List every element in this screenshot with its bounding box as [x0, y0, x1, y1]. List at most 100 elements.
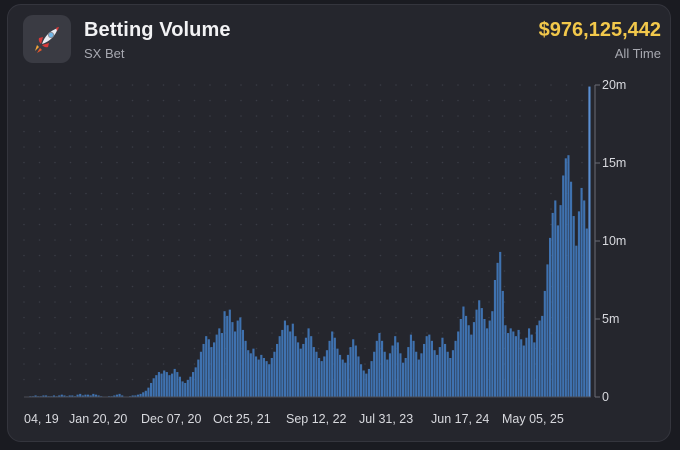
bar — [84, 394, 87, 397]
bar — [147, 387, 150, 397]
bar — [577, 211, 581, 397]
bar — [520, 339, 523, 397]
bar — [533, 342, 536, 397]
bar — [210, 347, 213, 397]
bar — [34, 395, 37, 397]
bar — [207, 339, 210, 397]
bar — [501, 290, 504, 397]
bar — [270, 358, 273, 397]
logo-tile — [23, 15, 71, 63]
bar — [294, 336, 297, 397]
bar — [507, 333, 510, 397]
bar — [60, 394, 63, 397]
x-tick-label: Jul 31, 23 — [359, 412, 413, 426]
bar — [341, 359, 344, 397]
bar — [181, 381, 184, 397]
bar — [150, 382, 153, 397]
y-tick-label: 15m — [602, 156, 626, 170]
bar — [504, 325, 507, 397]
bar — [417, 359, 420, 397]
y-tick-label: 10m — [602, 234, 626, 248]
bar — [199, 351, 203, 397]
bar — [121, 395, 124, 397]
bar — [535, 325, 539, 397]
bar — [402, 362, 405, 397]
bar — [136, 394, 140, 397]
bar — [549, 237, 552, 397]
bar — [493, 280, 497, 397]
bar — [289, 331, 292, 397]
total-volume: $976,125,442 — [538, 19, 661, 41]
bar — [388, 353, 392, 397]
bar — [559, 205, 562, 397]
y-tick-label: 0 — [602, 390, 609, 404]
bar — [231, 322, 234, 397]
bar — [81, 395, 84, 397]
y-tick-label: 5m — [602, 312, 619, 326]
bar — [68, 395, 71, 397]
bar — [415, 351, 418, 397]
bar — [262, 358, 266, 397]
bar — [268, 364, 271, 397]
bar — [465, 315, 468, 397]
bar — [346, 354, 350, 397]
bar — [404, 358, 407, 397]
bar — [567, 155, 570, 397]
bar — [556, 225, 560, 397]
bar — [157, 372, 161, 397]
bar — [184, 382, 187, 397]
bar — [165, 372, 168, 397]
bar — [451, 350, 455, 397]
bar — [155, 375, 158, 397]
chart-title: Betting Volume — [84, 19, 231, 41]
bar — [522, 345, 525, 397]
bar — [252, 348, 255, 397]
bar — [336, 348, 339, 397]
bar — [349, 347, 352, 397]
bar — [176, 372, 179, 397]
bar — [310, 336, 313, 397]
bar — [423, 343, 426, 397]
bar — [249, 353, 252, 397]
bar — [514, 336, 518, 397]
bar — [178, 376, 182, 397]
bar — [554, 200, 557, 397]
bar — [407, 347, 410, 397]
bar — [173, 368, 176, 397]
bar — [239, 317, 242, 397]
bar — [370, 361, 373, 397]
bar — [538, 320, 541, 397]
bar — [160, 373, 163, 397]
bar — [307, 328, 310, 397]
bar — [234, 331, 237, 397]
bar — [76, 394, 79, 397]
bar — [320, 361, 323, 397]
bar — [572, 216, 575, 397]
bar — [381, 340, 384, 397]
time-range-label[interactable]: All Time — [614, 46, 661, 61]
bar — [428, 334, 431, 397]
bar — [276, 343, 279, 397]
bar — [331, 331, 334, 397]
bar — [541, 315, 544, 397]
bar — [478, 300, 481, 397]
bar — [302, 343, 305, 397]
bar — [205, 336, 208, 397]
bar — [192, 372, 195, 397]
bar — [459, 319, 462, 397]
bar — [367, 368, 371, 397]
bar — [365, 373, 368, 397]
bar — [291, 323, 294, 397]
bar — [433, 350, 436, 397]
bar — [283, 320, 287, 397]
bar — [134, 395, 137, 397]
bar — [152, 378, 155, 397]
bar — [325, 350, 329, 397]
bar — [58, 395, 61, 397]
bar — [241, 329, 245, 397]
x-tick-label: Sep 12, 22 — [286, 412, 347, 426]
bar — [454, 340, 457, 397]
bar — [163, 370, 166, 397]
bar — [339, 354, 342, 397]
bar — [425, 336, 428, 397]
